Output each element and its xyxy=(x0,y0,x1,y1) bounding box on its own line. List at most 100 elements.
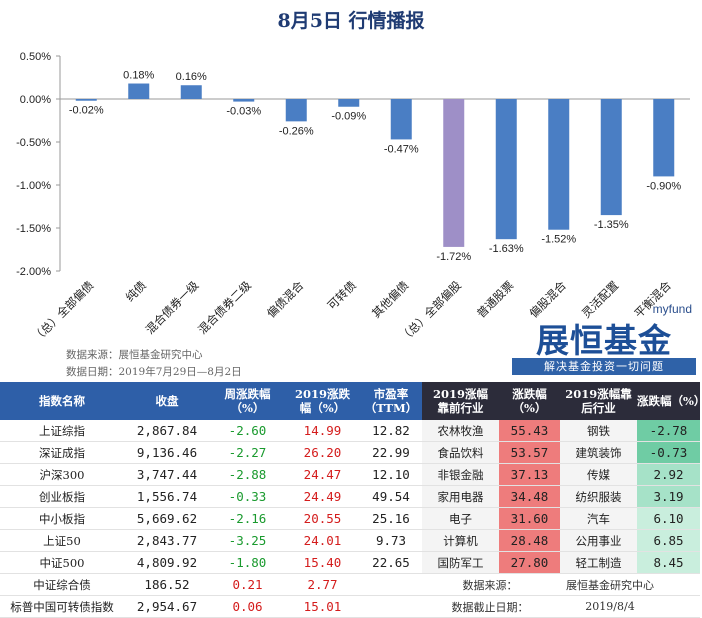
column-header: 涨跌幅（%） xyxy=(637,382,702,420)
x-tick-label: 偏债混合 xyxy=(264,278,307,321)
weekly-change-cell: -2.27 xyxy=(228,445,267,460)
pe-cell xyxy=(360,574,422,595)
x-tick-label: 纯债 xyxy=(123,278,149,304)
column-header: 收盘 xyxy=(124,382,210,420)
table-row: 上证综指 2,867.84 -2.60 14.99 12.82 农林牧渔 55.43 钢铁 -2… xyxy=(0,420,700,442)
bottom-industry-change-cell: 8.45 xyxy=(637,552,700,573)
close-cell: 2,843.77 xyxy=(136,533,198,548)
column-header: 周涨跌幅 （%） xyxy=(210,382,285,420)
bar xyxy=(548,99,570,230)
bar xyxy=(128,83,150,99)
ytd-change-cell: 24.01 xyxy=(303,533,342,548)
table-row: 中小板指 5,669.62 -2.16 20.55 25.16 电子 31.60 汽车 6.10 xyxy=(0,508,700,530)
bar xyxy=(338,99,360,107)
logo-small-text: myfund xyxy=(652,302,692,316)
top-industry-cell: 农林牧渔 xyxy=(422,420,499,441)
column-header: 涨跌幅（%） xyxy=(499,382,560,420)
bar xyxy=(180,85,202,99)
pe-cell: 12.82 xyxy=(372,423,410,438)
y-tick-label: -1.50% xyxy=(16,223,51,235)
pe-cell: 22.65 xyxy=(372,555,410,570)
data-label: 0.16% xyxy=(176,71,207,83)
table-header-row: 指数名称 收盘 周涨跌幅 （%） 2019涨跌 幅（%） 市盈率 （TTM） 2019涨幅 靠前行… xyxy=(0,382,702,420)
bar xyxy=(653,99,675,177)
top-industry-cell: 非银金融 xyxy=(422,464,499,485)
top-industry-change-cell: 55.43 xyxy=(499,420,560,441)
index-name-cell: 深证成指 xyxy=(39,445,85,460)
bottom-industry-cell: 传媒 xyxy=(560,464,637,485)
bar xyxy=(443,99,465,247)
data-label: -0.26% xyxy=(279,125,314,137)
y-tick-label: -1.00% xyxy=(16,180,51,192)
y-tick-label: 0.00% xyxy=(20,94,51,106)
top-industry-change-cell: 53.57 xyxy=(499,442,560,463)
close-cell: 4,809.92 xyxy=(136,555,198,570)
data-label: -1.35% xyxy=(594,219,629,231)
table-row: 创业板指 1,556.74 -0.33 24.49 49.54 家用电器 34.48 纺织服装… xyxy=(0,486,700,508)
bar xyxy=(75,99,97,101)
data-label: -1.52% xyxy=(541,234,576,246)
top-industry-cell: 国防军工 xyxy=(422,552,499,573)
close-cell: 2,954.67 xyxy=(136,599,198,614)
index-table: 指数名称 收盘 周涨跌幅 （%） 2019涨跌 幅（%） 市盈率 （TTM） 2019涨幅 靠前行… xyxy=(0,382,702,618)
brand-logo: myfund 展恒基金 解决基金投资一切问题 xyxy=(510,302,698,376)
table-source-label: 数据来源： xyxy=(462,578,518,592)
column-header: 2019涨跌 幅（%） xyxy=(285,382,360,420)
table-row: 沪深300 3,747.44 -2.88 24.47 12.10 非银金融 37.13 传媒 2… xyxy=(0,464,700,486)
column-header: 2019涨幅靠 后行业 xyxy=(560,382,637,420)
x-tick-label: （总）全部偏债 xyxy=(30,278,97,345)
top-industry-change-cell: 34.48 xyxy=(499,486,560,507)
table-row: 上证50 2,843.77 -3.25 24.01 9.73 计算机 28.48 公用事业 6.… xyxy=(0,530,700,552)
x-tick-label: 可转债 xyxy=(325,278,359,312)
bottom-industry-cell: 轻工制造 xyxy=(560,552,637,573)
table-date-label: 数据截止日期： xyxy=(451,600,529,614)
close-cell: 2,867.84 xyxy=(136,423,198,438)
page-title: 8月5日 行情播报 xyxy=(277,10,425,32)
y-tick-label: -2.00% xyxy=(16,266,51,278)
pe-cell xyxy=(360,596,422,617)
data-label: -0.09% xyxy=(331,111,366,123)
x-tick-label: 其他偏债 xyxy=(369,278,411,320)
bar xyxy=(233,99,255,102)
logo-name: 展恒基金 xyxy=(536,321,672,360)
bottom-industry-cell: 汽车 xyxy=(560,508,637,529)
close-cell: 5,669.62 xyxy=(136,511,198,526)
pe-cell: 9.73 xyxy=(375,533,407,548)
logo-slogan: 解决基金投资一切问题 xyxy=(512,358,696,375)
top-industry-change-cell: 28.48 xyxy=(499,530,560,551)
bottom-industry-change-cell: 2.92 xyxy=(637,464,700,485)
index-name-cell: 中证500 xyxy=(39,555,85,570)
top-industry-cell: 食品饮料 xyxy=(422,442,499,463)
index-name-cell: 沪深300 xyxy=(39,467,85,482)
weekly-change-cell: 0.21 xyxy=(232,577,263,592)
weekly-change-cell: -2.88 xyxy=(228,467,267,482)
bottom-industry-cell: 公用事业 xyxy=(560,530,637,551)
weekly-change-cell: -0.33 xyxy=(228,489,267,504)
bottom-industry-change-cell: -0.73 xyxy=(637,442,700,463)
bottom-industry-change-cell: -2.78 xyxy=(637,420,700,441)
chart-date-note: 数据日期：2019年7月29日—8月2日 xyxy=(66,366,242,378)
bottom-industry-cell: 建筑装饰 xyxy=(560,442,637,463)
top-industry-change-cell: 27.80 xyxy=(499,552,560,573)
weekly-change-cell: -2.60 xyxy=(228,423,267,438)
ytd-change-cell: 26.20 xyxy=(303,445,342,460)
data-label: -0.90% xyxy=(646,180,681,192)
data-label: -0.03% xyxy=(226,106,261,118)
ytd-change-cell: 14.99 xyxy=(303,423,342,438)
column-header: 市盈率 （TTM） xyxy=(360,382,422,420)
data-label: -0.02% xyxy=(69,105,104,117)
top-industry-cell: 家用电器 xyxy=(422,486,499,507)
top-industry-cell: 计算机 xyxy=(422,530,499,551)
index-name-cell: 创业板指 xyxy=(39,489,85,504)
ytd-change-cell: 15.40 xyxy=(303,555,342,570)
bar xyxy=(600,99,622,216)
bar-chart: 0.50% 0.00% -0.50% -1.00% -1.50% -2.00% -0.02%… xyxy=(16,51,690,345)
table-row: 中证综合债 186.52 0.21 2.77 数据来源： 展恒基金研究中心 xyxy=(0,574,700,596)
close-cell: 1,556.74 xyxy=(136,489,198,504)
x-tick-label: 混合债券一级 xyxy=(143,278,202,337)
index-name-cell: 中小板指 xyxy=(39,511,85,526)
bottom-industry-change-cell: 6.85 xyxy=(637,530,700,551)
x-tick-label: 混合债券二级 xyxy=(195,278,254,337)
y-tick-label: 0.50% xyxy=(20,51,51,63)
table-row: 标普中国可转债指数 2,954.67 0.06 15.01 数据截止日期： 2019/8/… xyxy=(0,596,700,618)
